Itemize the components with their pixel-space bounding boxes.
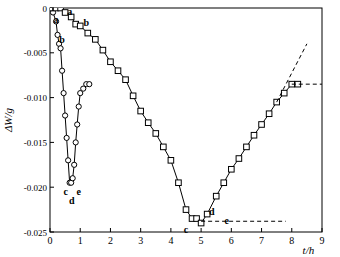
x-tick-label: 9: [320, 235, 325, 246]
y-tick-label: -0.025: [24, 228, 48, 238]
y-tick: [50, 232, 54, 233]
x-tick-label: 6: [229, 235, 234, 246]
x-tick: [291, 228, 292, 232]
marker: [85, 30, 91, 36]
x-tick: [140, 228, 141, 232]
annotation: e: [225, 215, 230, 226]
marker: [251, 132, 257, 138]
marker: [66, 158, 71, 163]
annotation: a: [54, 14, 59, 25]
series-line: [292, 84, 322, 85]
annotation: b: [83, 17, 89, 28]
marker: [59, 68, 64, 73]
marker: [161, 144, 167, 150]
x-tick: [110, 228, 111, 232]
marker: [229, 166, 235, 172]
x-axis-label: t/h: [303, 244, 315, 256]
marker: [115, 68, 121, 74]
marker: [50, 8, 53, 11]
y-tick-label: -0.020: [24, 183, 48, 193]
x-tick-label: 4: [168, 235, 173, 246]
marker: [183, 207, 189, 213]
y-tick-label: -0.015: [24, 138, 48, 148]
annotation: c: [63, 186, 68, 197]
annotation: a: [67, 6, 72, 17]
series-line: [277, 44, 307, 102]
y-axis-label: ΔW/g: [2, 107, 14, 133]
x-tick: [231, 228, 232, 232]
x-tick: [322, 228, 323, 232]
x-tick-label: 0: [48, 235, 53, 246]
plot-frame: [50, 8, 322, 232]
y-tick: [50, 52, 54, 53]
marker: [75, 122, 80, 127]
marker: [153, 131, 159, 137]
marker: [61, 91, 66, 96]
marker: [221, 180, 227, 186]
marker: [64, 135, 69, 140]
marker: [274, 99, 280, 105]
x-tick: [170, 228, 171, 232]
series-line: [201, 221, 286, 222]
x-tick: [80, 228, 81, 232]
marker: [281, 90, 287, 96]
marker: [236, 156, 242, 162]
chart: 0 1 2 3 4 5 6 7 8 9 0 -0.005 -0.010 -0.015 -0.020 -0.02…: [0, 0, 340, 257]
y-tick: [50, 97, 54, 98]
marker: [70, 176, 75, 181]
marker: [244, 144, 250, 150]
x-tick-label: 1: [78, 235, 83, 246]
x-tick: [50, 228, 51, 232]
series-line: [50, 8, 298, 223]
marker: [138, 108, 144, 114]
annotation: d: [209, 206, 215, 217]
x-tick-label: 7: [259, 235, 264, 246]
marker: [73, 140, 78, 145]
x-tick: [261, 228, 262, 232]
series-line: [50, 8, 89, 183]
y-tick: [50, 187, 54, 188]
annotation: d: [69, 195, 75, 206]
marker: [168, 158, 174, 164]
y-tick-label: 0: [43, 4, 48, 14]
marker: [63, 113, 68, 118]
annotation: e: [76, 186, 81, 197]
marker: [77, 23, 83, 29]
marker: [213, 193, 219, 199]
marker: [145, 120, 151, 126]
marker: [72, 162, 77, 167]
y-tick-label: -0.010: [24, 93, 48, 103]
marker: [130, 93, 136, 99]
x-tick-label: 3: [138, 235, 143, 246]
marker: [93, 37, 99, 43]
plot-area: [50, 8, 322, 226]
marker: [266, 111, 272, 117]
marker: [76, 104, 81, 109]
marker: [176, 180, 182, 186]
marker: [58, 46, 63, 51]
marker: [100, 47, 106, 53]
x-tick-label: 5: [199, 235, 204, 246]
marker: [50, 8, 53, 11]
x-tick-label: 2: [108, 235, 113, 246]
marker: [108, 59, 114, 65]
annotation: c: [184, 224, 189, 235]
x-tick-label: 8: [289, 235, 294, 246]
marker: [87, 82, 92, 87]
annotation: b: [59, 34, 65, 45]
y-tick-label: -0.005: [24, 48, 48, 58]
x-tick: [201, 228, 202, 232]
marker: [259, 122, 265, 128]
marker: [123, 77, 129, 83]
y-tick: [50, 142, 54, 143]
